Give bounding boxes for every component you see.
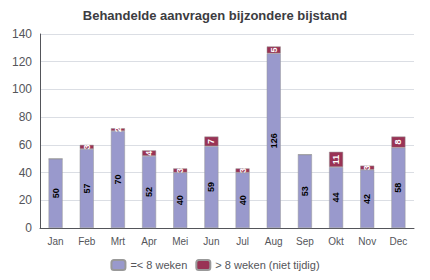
svg-text:140: 140 <box>12 27 32 41</box>
svg-text:Behandelde aanvragen bijzonder: Behandelde aanvragen bijzondere bijstand <box>83 8 347 23</box>
svg-text:Apr: Apr <box>141 236 157 247</box>
svg-text:2: 2 <box>113 127 123 132</box>
svg-text:Mei: Mei <box>172 236 188 247</box>
svg-text:52: 52 <box>144 187 154 197</box>
svg-text:Jun: Jun <box>203 236 219 247</box>
svg-text:40: 40 <box>238 195 248 205</box>
svg-text:100: 100 <box>12 82 32 96</box>
svg-text:> 8 weken (niet tijdig): > 8 weken (niet tijdig) <box>215 259 319 271</box>
svg-text:4: 4 <box>144 151 154 156</box>
svg-text:Nov: Nov <box>358 236 376 247</box>
svg-text:Aug: Aug <box>265 236 283 247</box>
svg-text:126: 126 <box>269 133 279 148</box>
svg-text:59: 59 <box>206 182 216 192</box>
svg-text:40: 40 <box>19 166 33 180</box>
svg-text:80: 80 <box>19 110 33 124</box>
svg-text:3: 3 <box>238 168 248 173</box>
svg-text:58: 58 <box>393 183 403 193</box>
svg-text:11: 11 <box>331 155 341 165</box>
svg-text:50: 50 <box>51 188 61 198</box>
svg-text:Sep: Sep <box>296 236 314 247</box>
svg-text:57: 57 <box>82 183 92 193</box>
svg-text:Jul: Jul <box>236 236 249 247</box>
svg-text:60: 60 <box>19 138 33 152</box>
svg-text:42: 42 <box>362 194 372 204</box>
svg-text:0: 0 <box>25 221 32 235</box>
svg-text:Feb: Feb <box>78 236 96 247</box>
svg-text:44: 44 <box>331 193 341 203</box>
svg-text:8: 8 <box>393 140 403 145</box>
svg-text:=< 8 weken: =< 8 weken <box>130 259 187 271</box>
svg-text:7: 7 <box>206 139 216 144</box>
svg-text:Dec: Dec <box>390 236 408 247</box>
svg-text:Okt: Okt <box>328 236 344 247</box>
svg-text:40: 40 <box>175 195 185 205</box>
svg-text:Jan: Jan <box>48 236 64 247</box>
svg-text:53: 53 <box>300 186 310 196</box>
svg-text:Mrt: Mrt <box>111 236 126 247</box>
svg-text:5: 5 <box>269 47 279 52</box>
svg-text:20: 20 <box>19 193 33 207</box>
svg-text:120: 120 <box>12 55 32 69</box>
svg-text:70: 70 <box>113 174 123 184</box>
svg-text:3: 3 <box>175 168 185 173</box>
svg-text:3: 3 <box>82 144 92 149</box>
svg-text:3: 3 <box>362 165 372 170</box>
